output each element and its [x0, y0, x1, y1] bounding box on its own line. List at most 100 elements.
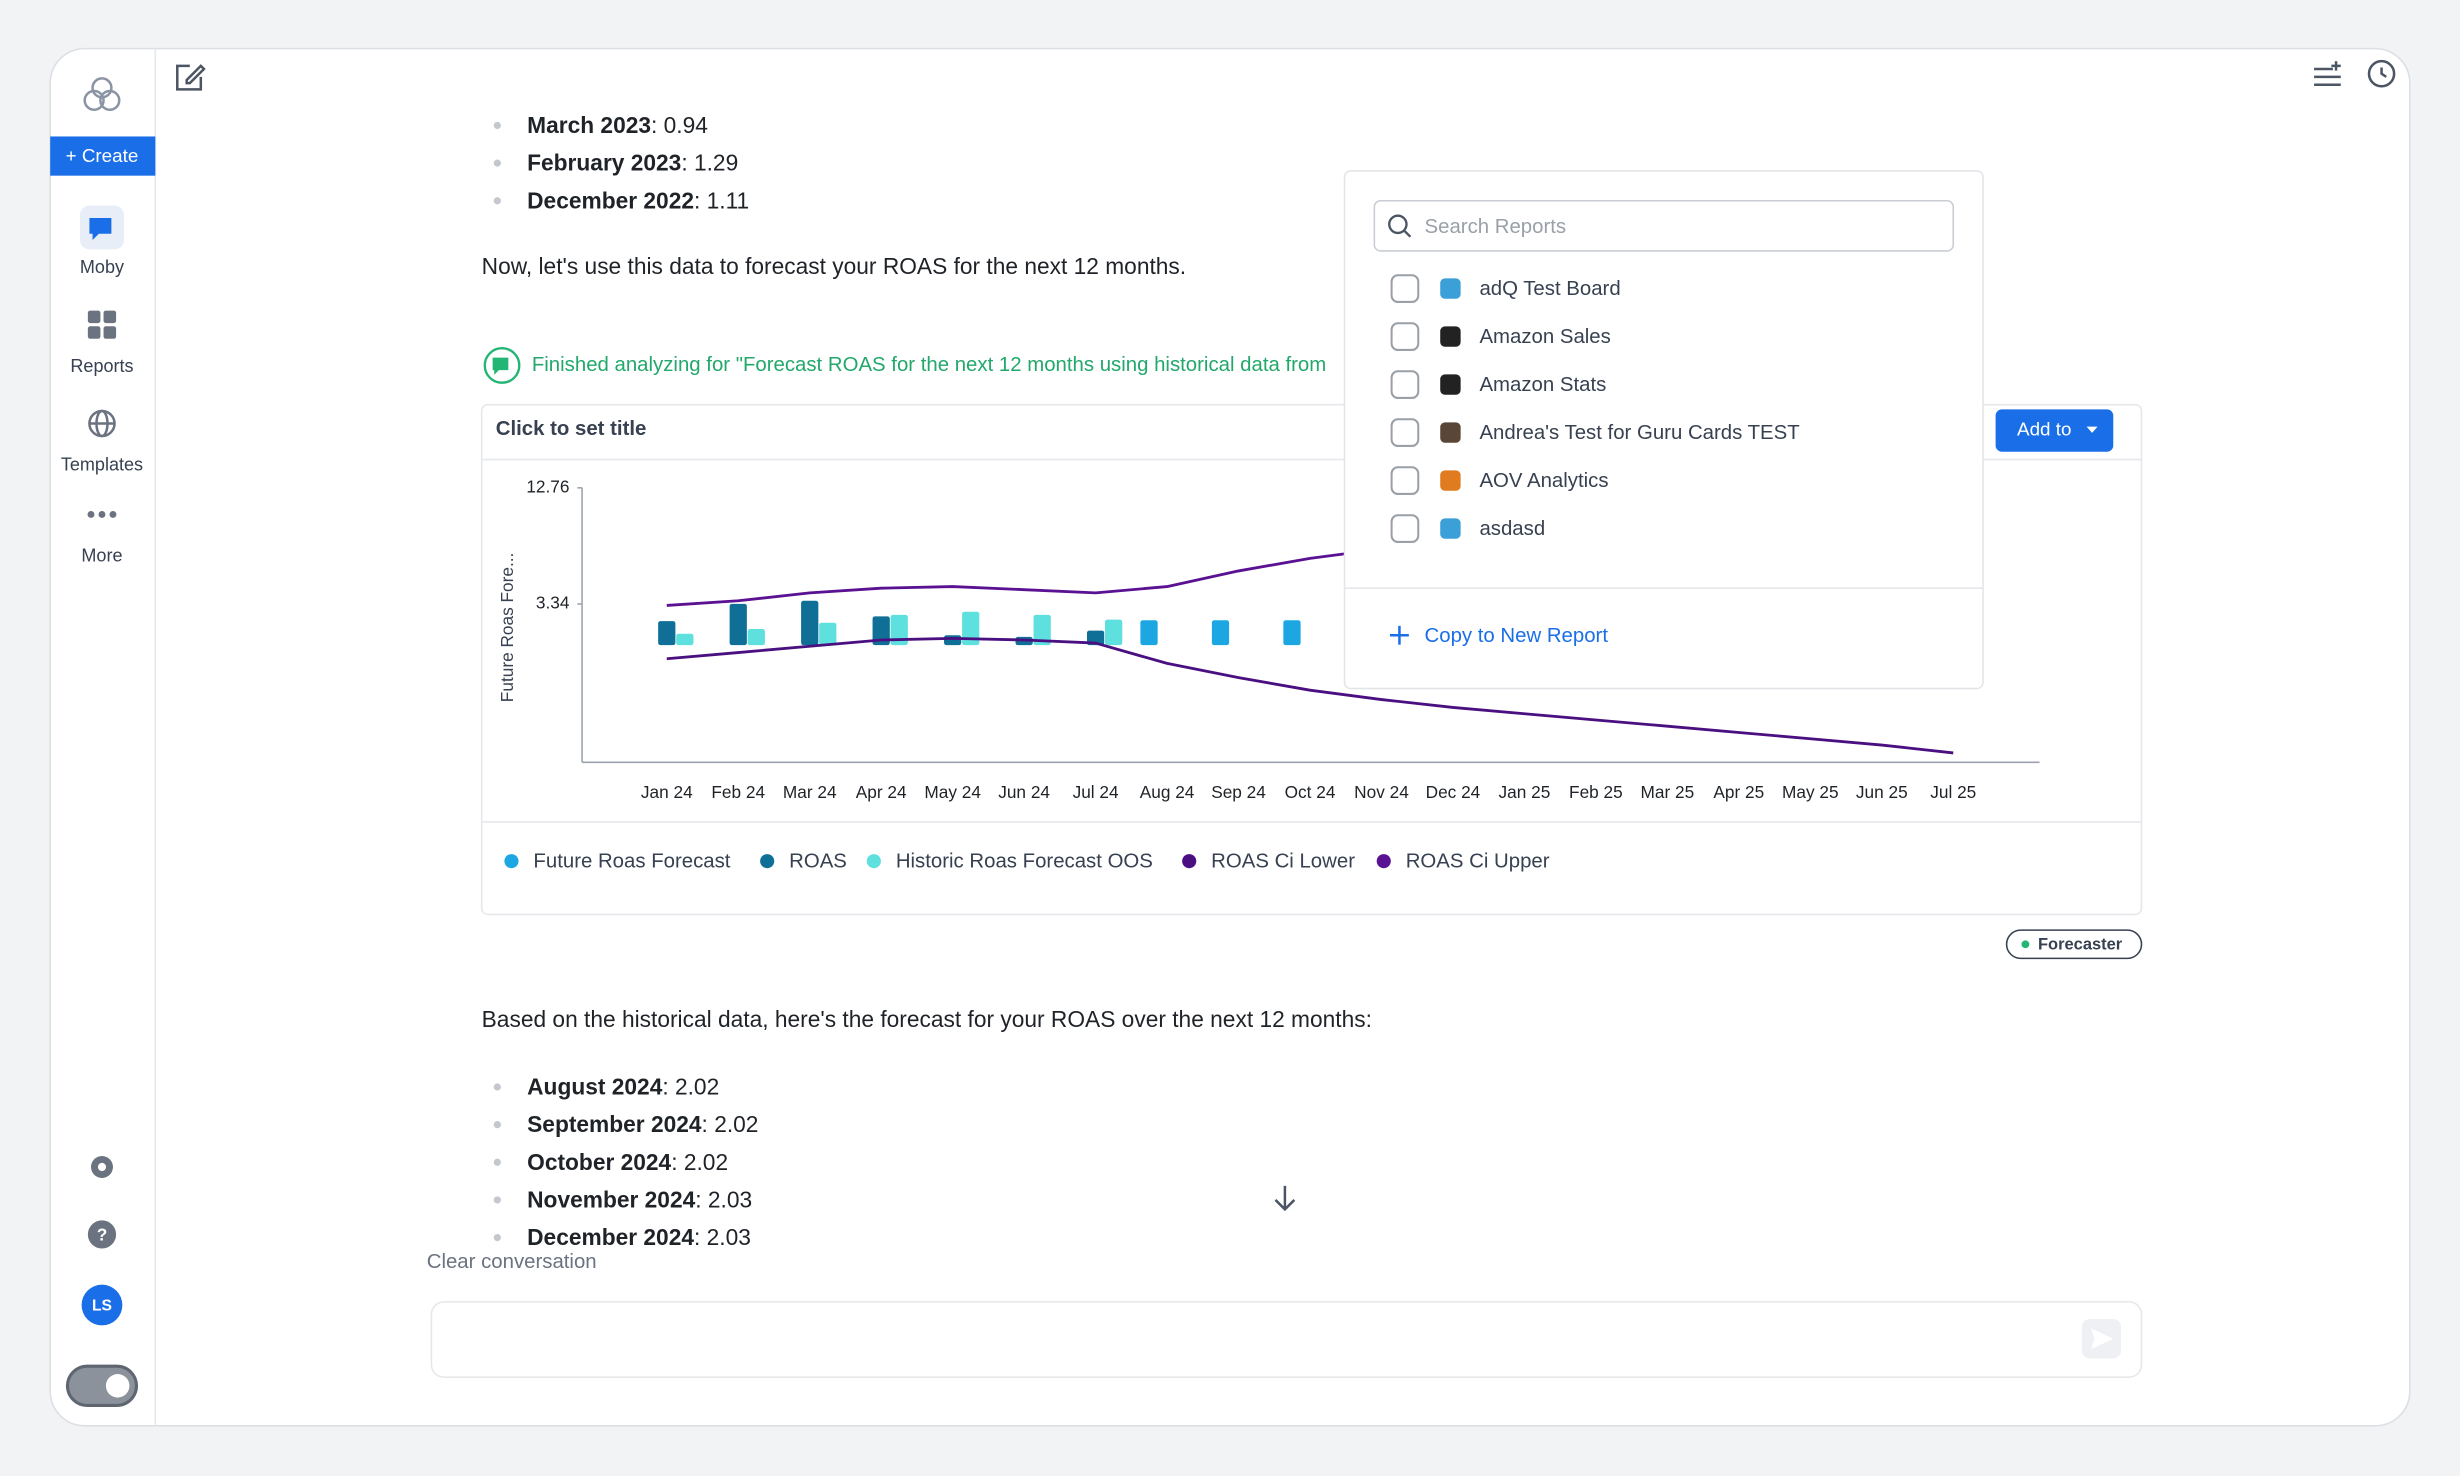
create-button[interactable]: [50, 136, 156, 176]
x-tick-label: Jun 24: [998, 782, 1050, 802]
item-icon: [1440, 278, 1461, 299]
item-label[interactable]: Amazon Sales: [1479, 326, 1610, 348]
x-tick-label: Apr 25: [1713, 782, 1764, 802]
bar: [729, 603, 747, 646]
ci-line: [666, 636, 1954, 755]
x-tick-label: Mar 24: [783, 782, 837, 802]
x-tick-label: Sep 24: [1211, 782, 1266, 802]
bullet-dot: [493, 121, 501, 130]
x-tick-label: Feb 25: [1569, 782, 1623, 802]
prompts-icon[interactable]: [2314, 61, 2341, 86]
forecaster-badge: [2005, 929, 2143, 960]
x-tick-label: Jul 24: [1073, 782, 1119, 802]
legend-swatch: [1376, 854, 1391, 869]
bullet-text: November 2024: 2.03: [527, 1187, 752, 1213]
bullet-text: September 2024: 2.02: [527, 1111, 758, 1137]
bullet-value: : 2.03: [694, 1224, 751, 1250]
status-text: Finished analyzing for "Forecast ROAS fo…: [532, 354, 1326, 376]
more-icon[interactable]: [87, 511, 117, 518]
bar: [1105, 619, 1123, 646]
create-label[interactable]: + Create: [66, 145, 139, 166]
bullet-text: December 2024: 2.03: [527, 1224, 751, 1250]
send-icon[interactable]: [2091, 1328, 2114, 1349]
x-tick-label: Dec 24: [1426, 782, 1481, 802]
chat-input[interactable]: [430, 1301, 2143, 1378]
message-text: Now, let's use this data to forecast you…: [482, 253, 1186, 279]
item-checkbox[interactable]: [1390, 370, 1420, 399]
legend-label[interactable]: ROAS: [789, 850, 847, 872]
nav-label[interactable]: Templates: [61, 455, 143, 475]
x-tick-label: Mar 25: [1641, 782, 1695, 802]
item-icon: [1440, 422, 1461, 443]
bullet-dot: [493, 159, 501, 167]
new-chat-icon[interactable]: [176, 64, 206, 91]
bullet-label: September 2024: [527, 1111, 702, 1137]
y-tick-label: 12.76: [526, 476, 569, 496]
message-text: Based on the historical data, here's the…: [482, 1006, 1372, 1032]
legend-label[interactable]: ROAS Ci Lower: [1211, 850, 1355, 872]
add-to-label[interactable]: Add to: [2017, 419, 2071, 440]
bullet-value: : 2.02: [702, 1111, 759, 1137]
item-label[interactable]: Amazon Stats: [1479, 374, 1606, 396]
bar: [747, 629, 765, 646]
clear-conversation[interactable]: Clear conversation: [427, 1251, 597, 1273]
nav-label[interactable]: Reports: [70, 356, 133, 376]
bullet-label: August 2024: [527, 1074, 663, 1100]
avatar[interactable]: [81, 1284, 123, 1326]
help-icon[interactable]: ?: [87, 1220, 117, 1249]
bullet-text: March 2023: 0.94: [527, 112, 708, 138]
legend-label[interactable]: Future Roas Forecast: [533, 850, 730, 872]
copy-to-new-report[interactable]: Copy to New Report: [1425, 625, 1609, 647]
item-checkbox[interactable]: [1390, 274, 1420, 303]
legend-swatch: [1182, 854, 1197, 869]
chart-title[interactable]: Click to set title: [496, 418, 647, 440]
scroll-down-icon[interactable]: [1274, 1185, 1296, 1212]
legend-label[interactable]: Historic Roas Forecast OOS: [896, 850, 1153, 872]
moby-icon[interactable]: [89, 218, 112, 240]
nav-label[interactable]: More: [81, 546, 122, 566]
item-label[interactable]: adQ Test Board: [1479, 278, 1620, 300]
bullet-label: March 2023: [527, 112, 651, 138]
search-box[interactable]: [1373, 199, 1955, 252]
item-label[interactable]: Andrea's Test for Guru Cards TEST: [1479, 422, 1799, 444]
reports-icon[interactable]: [87, 310, 117, 339]
toggle-knob: [105, 1374, 130, 1398]
bullet-dot: [493, 1121, 501, 1129]
bar: [872, 616, 890, 646]
status-icon: [483, 347, 521, 384]
dropdown-panel: [1343, 170, 1984, 690]
search-icon: [1388, 214, 1412, 238]
nav-label[interactable]: Moby: [80, 257, 124, 277]
add-to-button[interactable]: [1995, 409, 2114, 452]
bullet-label: November 2024: [527, 1187, 695, 1213]
plus-icon[interactable]: [1390, 625, 1409, 645]
legend-label[interactable]: ROAS Ci Upper: [1406, 850, 1550, 872]
x-tick-label: Jun 25: [1856, 782, 1908, 802]
history-icon[interactable]: [2367, 59, 2396, 88]
item-checkbox[interactable]: [1390, 514, 1420, 543]
bar: [944, 635, 962, 646]
item-icon: [1440, 374, 1461, 395]
avatar-initials[interactable]: LS: [92, 1298, 112, 1315]
item-checkbox[interactable]: [1390, 322, 1420, 351]
x-tick-label: Jul 25: [1930, 782, 1976, 802]
settings-icon[interactable]: [90, 1156, 113, 1178]
bullet-label: December 2022: [527, 187, 694, 213]
item-checkbox[interactable]: [1390, 466, 1420, 495]
x-tick-label: Jan 24: [641, 782, 693, 802]
item-label[interactable]: asdasd: [1479, 518, 1545, 540]
x-tick-label: May 24: [924, 782, 981, 802]
bullet-value: : 2.02: [671, 1149, 728, 1175]
report-dropdown: Search Reports Copy to New Report adQ Te…: [1343, 170, 1984, 690]
bar: [819, 622, 837, 646]
bullet-label: October 2024: [527, 1149, 671, 1175]
bullet-text: August 2024: 2.02: [527, 1074, 719, 1100]
bullet-dot: [493, 1158, 501, 1166]
item-checkbox[interactable]: [1390, 418, 1420, 447]
item-label[interactable]: AOV Analytics: [1479, 470, 1608, 492]
bullet-label: December 2024: [527, 1224, 694, 1250]
search-placeholder[interactable]: Search Reports: [1425, 216, 1567, 238]
bullet-value: : 2.02: [662, 1074, 719, 1100]
add-to-caret[interactable]: [2086, 426, 2098, 433]
templates-icon[interactable]: [88, 409, 116, 438]
